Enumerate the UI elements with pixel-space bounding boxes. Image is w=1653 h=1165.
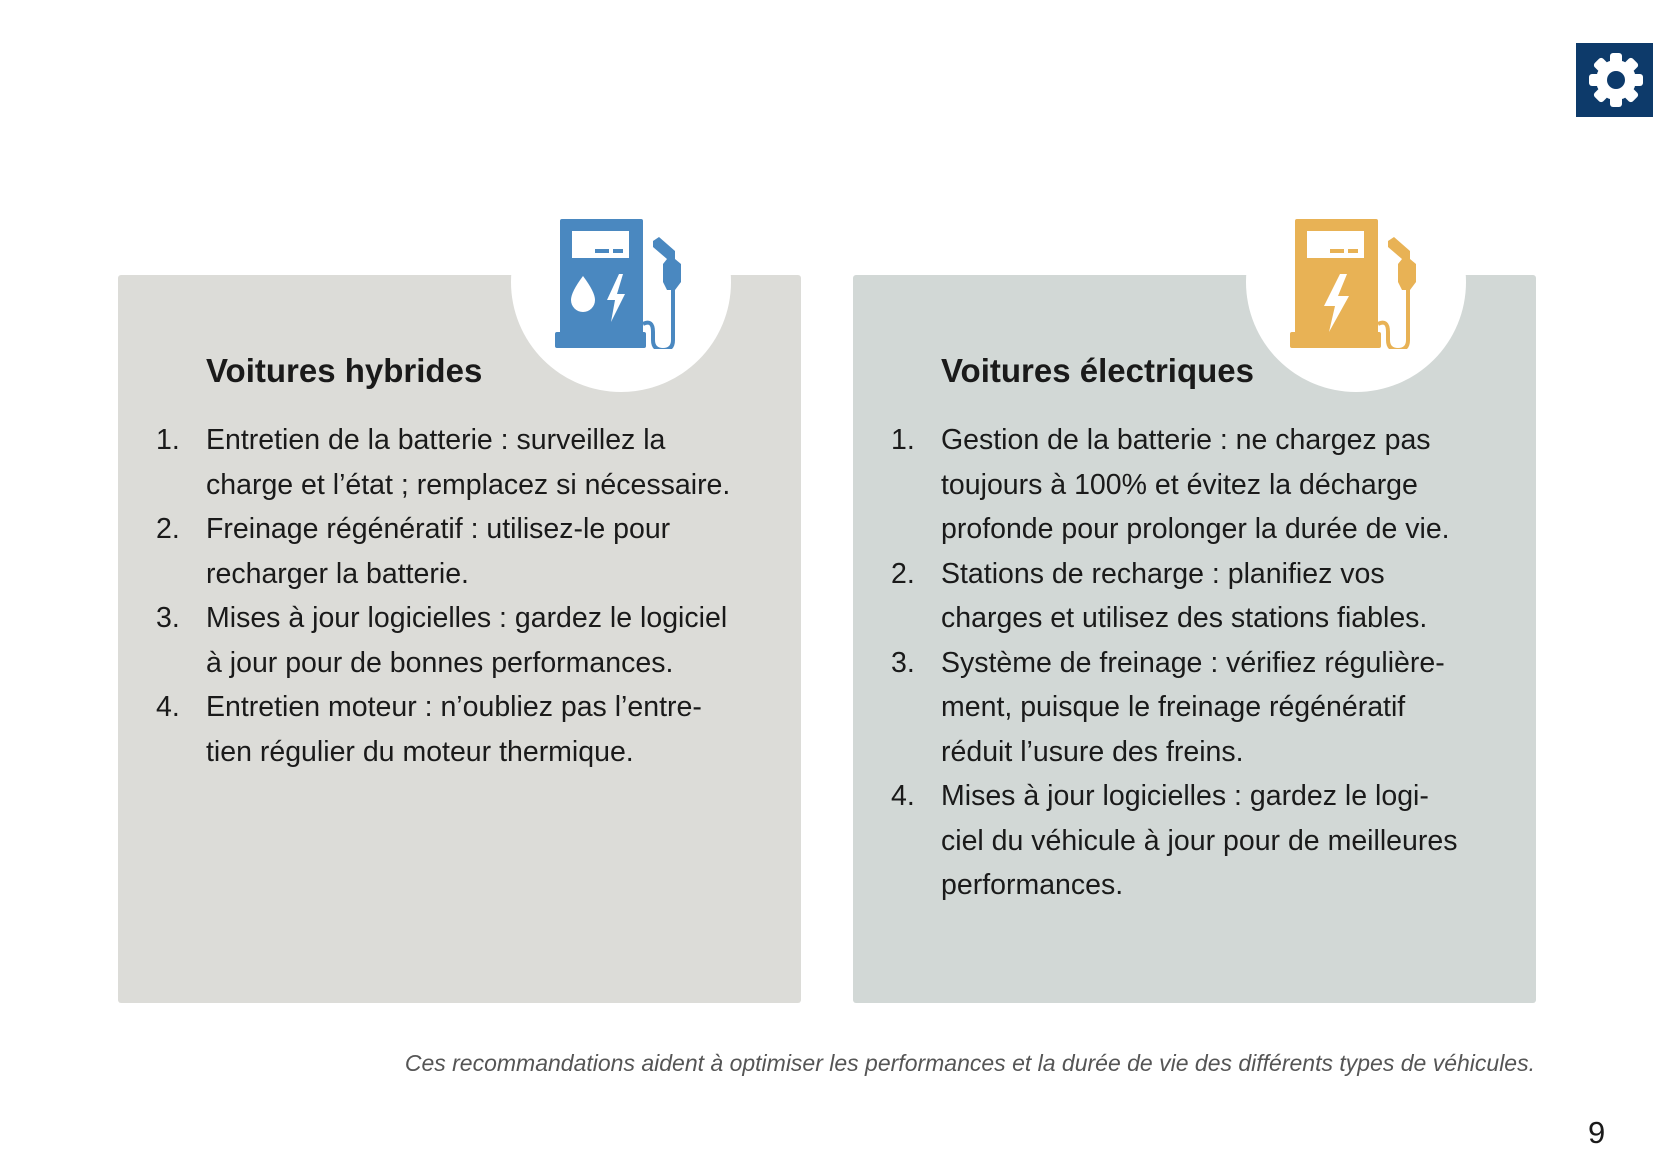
settings-button[interactable] (1576, 43, 1653, 117)
item-text-line: Freinage régénératif : utilisez-le pour (206, 513, 671, 545)
item-number: 3. (891, 646, 915, 679)
item-text-line: Mises à jour logicielles : gardez le log… (206, 602, 728, 634)
item-number: 1. (156, 424, 180, 456)
item-number: 3. (156, 602, 180, 634)
item-number: 2. (891, 557, 915, 590)
list-item: 4. Entretien moteur : n’oubliez pas l’ent… (156, 685, 730, 774)
item-text-line: charge et l’état ; remplacez si nécessai… (206, 468, 731, 501)
item-text-line: Gestion de la batterie : ne chargez pas (941, 424, 1431, 456)
footer-note: Ces recommandations aident à optimiser l… (404, 1050, 1535, 1076)
item-number: 1. (891, 424, 915, 456)
item-text-line: à jour pour de bonnes performances. (206, 646, 674, 679)
item-text-line: toujours à 100% et évitez la décharge (941, 468, 1418, 501)
item-number: 2. (156, 513, 180, 545)
item-text-line: tien régulier du moteur thermique. (206, 735, 634, 768)
item-text-line: Entretien de la batterie : surveillez la (206, 424, 666, 456)
card-title: Voitures hybrides (206, 352, 483, 389)
item-text-line: profonde pour prolonger la durée de vie. (941, 513, 1450, 545)
item-text-line: charges et utilisez des stations fiables… (941, 602, 1428, 634)
item-text-line: performances. (941, 869, 1124, 901)
electric-tips-list: 1. Gestion de la batterie : ne chargez pa… (891, 418, 1457, 908)
item-text-line: ment, puisque le freinage régénératif (941, 691, 1406, 723)
list-item: 1. Gestion de la batterie : ne chargez pa… (891, 418, 1457, 552)
page-number: 9 (1588, 1115, 1606, 1150)
item-text-line: ciel du véhicule à jour pour de meilleur… (941, 824, 1458, 857)
item-number: 4. (156, 691, 180, 723)
item-text-line: Mises à jour logicielles : gardez le log… (941, 780, 1429, 812)
card-title: Voitures électriques (941, 352, 1255, 389)
item-text-line: Système de freinage : vérifiez régulière… (941, 646, 1445, 679)
list-item: 1. Entretien de la batterie : surveillez … (156, 418, 730, 507)
list-item: 3. Mises à jour logicielles : gardez le l… (156, 596, 730, 685)
list-item: 4. Mises à jour logicielles : gardez le l… (891, 774, 1457, 908)
list-item: 2. Stations de recharge : planifiez vos ch… (891, 552, 1457, 641)
list-item: 3. Système de freinage : vérifiez réguliè… (891, 641, 1457, 775)
item-text-line: recharger la batterie. (206, 557, 469, 590)
item-text-line: réduit l’usure des freins. (941, 735, 1244, 768)
item-text-line: Stations de recharge : planifiez vos (941, 557, 1385, 590)
charging-station-bolt-icon (1290, 219, 1416, 349)
item-number: 4. (891, 780, 915, 812)
hybrid-card (118, 275, 801, 1003)
hybrid-tips-list: 1. Entretien de la batterie : surveillez … (156, 418, 730, 774)
gear-icon (1589, 53, 1643, 107)
list-item: 2. Freinage régénératif : utilisez-le pou… (156, 507, 730, 596)
item-text-line: Entretien moteur : n’oubliez pas l’entre… (206, 691, 702, 723)
electric-card (853, 275, 1536, 1003)
fuel-pump-drop-bolt-icon (555, 219, 681, 349)
